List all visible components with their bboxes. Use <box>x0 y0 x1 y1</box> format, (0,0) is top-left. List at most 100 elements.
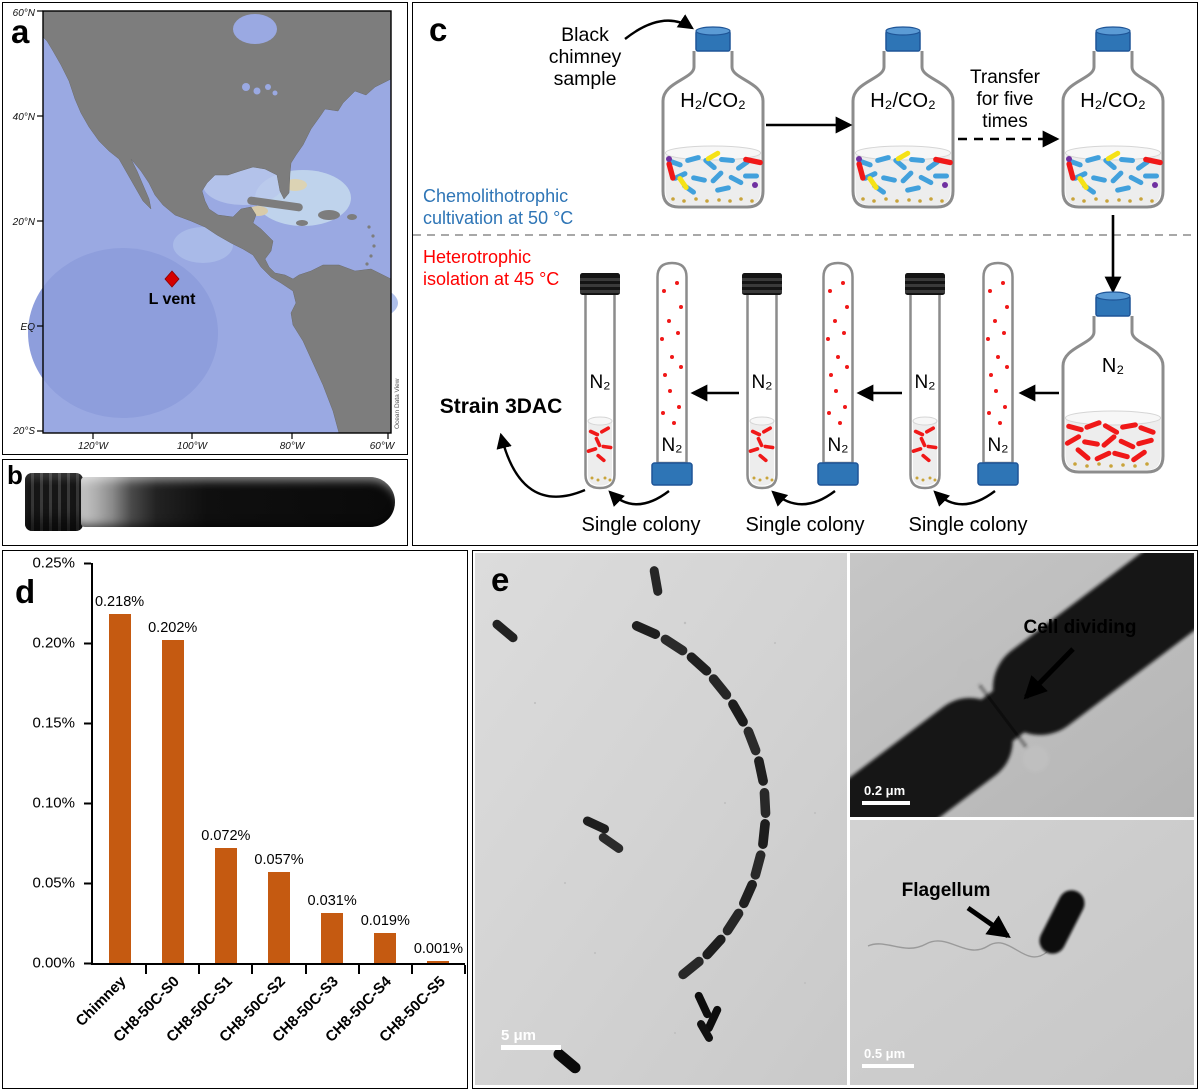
panel-a-map: a <box>2 2 408 455</box>
single-colony-label: Single colony <box>582 514 701 536</box>
image-speckles <box>534 621 816 1034</box>
lon-tick-label: 60°W <box>370 441 396 452</box>
lat-tick-label: 40°N <box>13 112 36 123</box>
cell-dividing-arrow <box>1023 647 1075 700</box>
gas-label-n2: N₂ <box>661 435 682 456</box>
scale-bar-bottom: 0.5 μm <box>862 1046 914 1068</box>
lat-tick-label: 20°S <box>12 426 35 437</box>
serum-bottle-1 <box>661 25 765 209</box>
flagellum-arrow <box>966 905 1011 939</box>
flagellum-label: Flagellum <box>902 880 991 901</box>
lon-tick-label: 80°W <box>280 441 306 452</box>
dividing-cell <box>850 553 1194 817</box>
y-tick-label: 0.25% <box>32 554 75 572</box>
scale-bar-label: 5 μm <box>501 1027 536 1044</box>
single-colony-label: Single colony <box>909 514 1028 536</box>
bar-value-label: 0.202% <box>148 619 198 636</box>
chemolithotrophic-label: Chemolithotrophic cultivation at 50 °C <box>423 186 573 228</box>
cell-dividing-label: Cell dividing <box>1024 617 1137 638</box>
transfer-label-line: for five <box>976 89 1033 110</box>
deep-ocean-shade <box>28 248 218 418</box>
lon-tick-label: 100°W <box>177 441 209 452</box>
panel-c-workflow: c <box>412 2 1198 546</box>
gas-label-n2: N₂ <box>589 372 610 393</box>
bar-CH8-50C-S0 <box>161 639 184 963</box>
bar-CH8-50C-S5 <box>427 961 450 963</box>
bar-CH8-50C-S2 <box>268 871 290 963</box>
y-tick-label: 0.20% <box>32 634 75 652</box>
single-colony-arrow <box>771 490 836 507</box>
panel-e-label: e <box>491 561 510 598</box>
tube-body-with-black-sample <box>81 477 395 527</box>
gas-label-n2: N₂ <box>914 372 935 393</box>
x-axis-tick <box>145 965 148 974</box>
scale-bar-top: 0.2 μm <box>862 783 910 805</box>
panel-e-micrographs: e <box>472 550 1198 1089</box>
tem-flagellum-image: Flagellum 0.5 μm <box>850 820 1194 1085</box>
scale-bar-label: 0.2 μm <box>864 783 905 798</box>
panel-b-sample-photo: b <box>2 459 408 546</box>
transfer-label-line: Transfer <box>970 67 1041 88</box>
landmass <box>42 10 392 434</box>
lon-tick-label: 120°W <box>78 441 110 452</box>
panel-c-label: c <box>429 11 448 48</box>
lat-tick-label: 20°N <box>12 217 36 228</box>
bar-Chimney <box>108 614 131 963</box>
tem-flagellum-svg: Flagellum 0.5 μm <box>850 820 1194 1085</box>
map-frame <box>42 10 392 434</box>
chemo-label-line: cultivation at 50 °C <box>423 208 573 228</box>
bar-value-label: 0.218% <box>94 594 145 611</box>
scale-bar-main: 5 μm <box>501 1027 561 1050</box>
bar-value-label: 0.057% <box>254 851 304 868</box>
panel-a-label: a <box>11 13 30 50</box>
map-credit: Ocean Data View <box>394 378 401 429</box>
bar-CH8-50C-S1 <box>214 847 237 963</box>
flagellum-filament <box>867 940 1048 958</box>
cell-chain <box>631 621 771 980</box>
strain-label: Strain 3DAC <box>440 395 563 418</box>
lat-tick-label: 60°N <box>13 8 36 19</box>
longitude-labels: 120°W 100°W 80°W 60°W <box>78 441 396 452</box>
single-colony-arrow <box>933 490 996 507</box>
scale-bar-label: 0.5 μm <box>864 1046 905 1061</box>
tem-main-svg: 5 μm <box>475 553 847 1085</box>
gas-label-n2: N₂ <box>1102 355 1124 377</box>
sample-label-line: sample <box>554 68 617 90</box>
latitude-labels: 60°N 40°N 20°N EQ 20°S <box>12 8 36 437</box>
tube-cap <box>25 473 83 531</box>
sample-label-line: Black <box>561 24 609 46</box>
single-colony-arrow <box>608 490 670 507</box>
vent-marker-label: L vent <box>149 291 197 308</box>
x-axis-tick <box>251 965 254 974</box>
bar-value-label: 0.072% <box>201 827 251 844</box>
relative-abundance-chart: 0.25% 0.20% 0.15% 0.10% 0.05% 0.00% 0.218% 0.2… <box>13 555 466 1087</box>
x-axis-tick <box>410 965 413 974</box>
strain-arrow <box>496 432 586 498</box>
gas-label-n2: N₂ <box>751 372 772 393</box>
inland-water <box>233 14 278 96</box>
gas-label-n2: N₂ <box>827 435 848 456</box>
transfer-annotation: Transfer for five times <box>970 67 1041 132</box>
sample-annotation: Black chimney sample <box>549 14 694 90</box>
bar-value-label: 0.019% <box>360 912 410 929</box>
tem-cell-chain-image: 5 μm <box>475 553 847 1085</box>
flagellated-cell <box>1039 890 1085 954</box>
isolation-workflow-diagram: H₂/CO₂ H₂/CO₂ H₂/CO₂ Black chimney sampl… <box>413 14 1196 536</box>
gas-label-h2co2: H₂/CO₂ <box>1080 90 1146 112</box>
y-tick-label: 0.10% <box>32 794 75 812</box>
gas-label-n2: N₂ <box>987 435 1008 456</box>
x-axis-labels: Chimney CH8-50C-S0 CH8-50C-S1 CH8-50C-S2 CH8… <box>73 967 463 1087</box>
x-axis-tick <box>357 965 360 974</box>
x-axis-tick <box>198 965 201 974</box>
bar-plot: 0.218% 0.202% 0.072% 0.057% 0.031% 0.019% 0.00… <box>91 563 466 974</box>
bar-value-label: 0.001% <box>413 941 464 958</box>
serum-bottle-2 <box>851 25 955 209</box>
tem-dividing-svg: Cell dividing 0.2 μm <box>850 553 1194 817</box>
serum-bottle-3 <box>1061 25 1165 209</box>
panel-d-label: d <box>15 573 36 610</box>
bar-CH8-50C-S4 <box>374 932 397 963</box>
tem-cell-dividing-image: Cell dividing 0.2 μm <box>850 553 1194 817</box>
panel-b-label: b <box>7 460 23 490</box>
map-ticks <box>37 10 389 439</box>
